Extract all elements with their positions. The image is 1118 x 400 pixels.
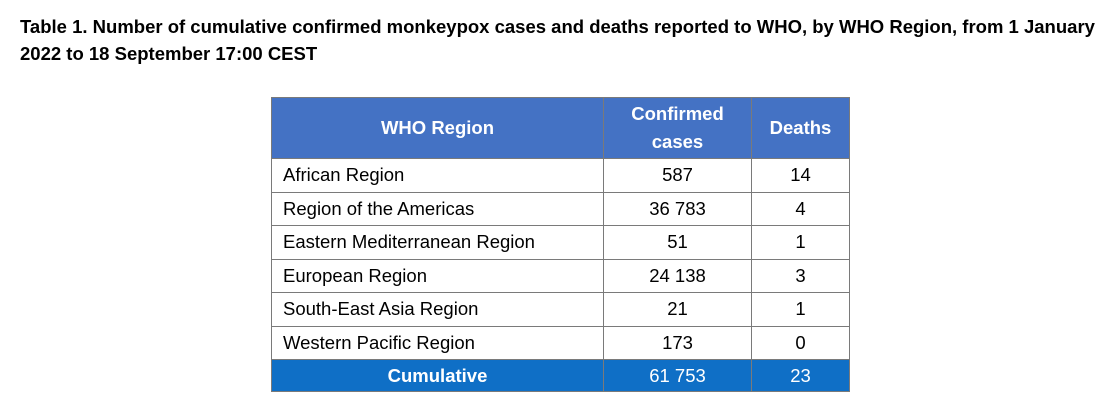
deaths-cell: 1 <box>751 225 850 260</box>
column-header-confirmed-cases-label: Confirmed cases <box>631 103 724 152</box>
confirmed-cases-cell: 587 <box>603 158 752 193</box>
table-row: European Region 24 138 3 <box>271 258 850 293</box>
confirmed-cases-cell: 21 <box>603 292 752 327</box>
total-deaths-cell: 23 <box>751 359 850 392</box>
table-row: African Region 587 14 <box>271 158 850 193</box>
column-header-region: WHO Region <box>271 97 604 159</box>
deaths-cell: 4 <box>751 191 850 226</box>
column-header-deaths: Deaths <box>751 97 850 159</box>
region-cell: South-East Asia Region <box>271 292 604 327</box>
total-confirmed-cases-cell: 61 753 <box>603 359 752 392</box>
region-cell: African Region <box>271 158 604 193</box>
total-label-cell: Cumulative <box>271 359 604 392</box>
deaths-cell: 3 <box>751 258 850 293</box>
region-cell: European Region <box>271 258 604 293</box>
cases-deaths-table: WHO Region Confirmed cases Deaths Africa… <box>271 97 850 392</box>
region-cell: Eastern Mediterranean Region <box>271 225 604 260</box>
table-row: South-East Asia Region 21 1 <box>271 292 850 327</box>
confirmed-cases-cell: 36 783 <box>603 191 752 226</box>
deaths-cell: 14 <box>751 158 850 193</box>
confirmed-cases-cell: 173 <box>603 325 752 360</box>
confirmed-cases-cell: 51 <box>603 225 752 260</box>
table-row: Eastern Mediterranean Region 51 1 <box>271 225 850 260</box>
table-row: Region of the Americas 36 783 4 <box>271 191 850 226</box>
deaths-cell: 0 <box>751 325 850 360</box>
table-row: Western Pacific Region 173 0 <box>271 325 850 360</box>
confirmed-cases-cell: 24 138 <box>603 258 752 293</box>
column-header-confirmed-cases: Confirmed cases <box>603 97 752 159</box>
region-cell: Western Pacific Region <box>271 325 604 360</box>
table-caption: Table 1. Number of cumulative confirmed … <box>20 16 1095 64</box>
table-total-row: Cumulative 61 753 23 <box>271 359 850 392</box>
deaths-cell: 1 <box>751 292 850 327</box>
table-header-row: WHO Region Confirmed cases Deaths <box>271 97 850 159</box>
region-cell: Region of the Americas <box>271 191 604 226</box>
